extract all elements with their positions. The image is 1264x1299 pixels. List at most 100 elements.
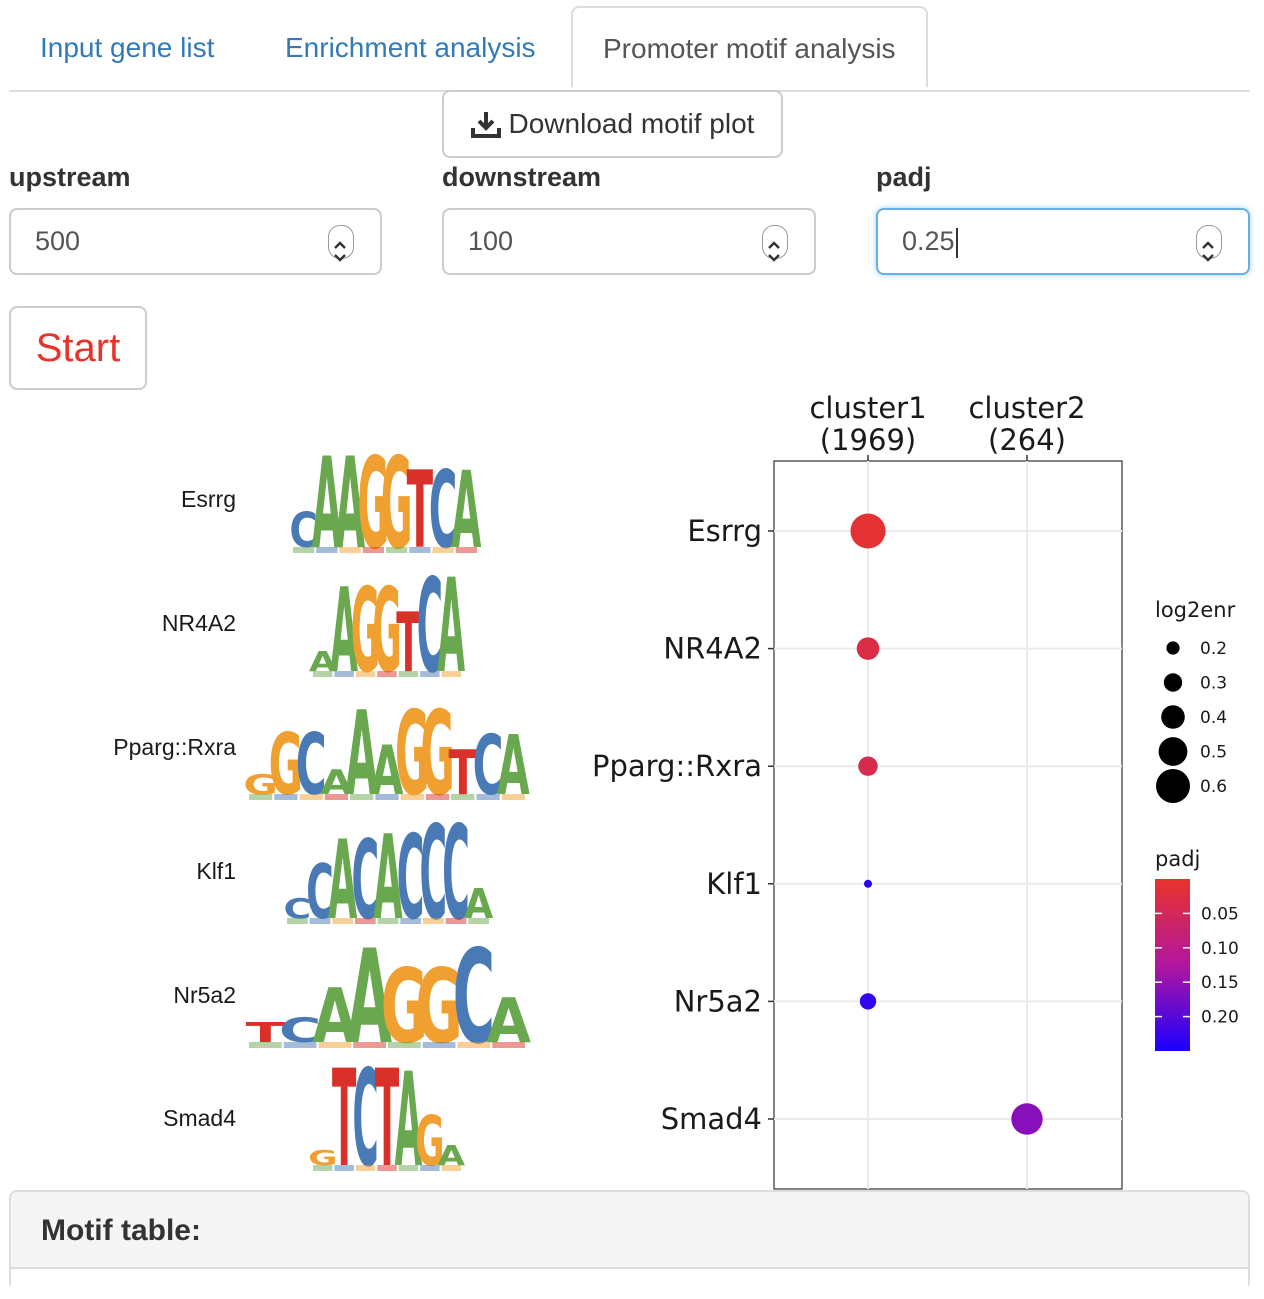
padj-stepper[interactable] [1196, 225, 1222, 262]
logo-letter: G [357, 431, 389, 577]
sequence-logos: CAAGGTCAAAGGTCAGGCAAAGGTCACCACACCCATCAAG… [243, 431, 531, 1198]
svg-text:C: C [352, 1042, 378, 1198]
logo-letter: A [451, 449, 481, 573]
logo-label-smad4: Smad4 [163, 1105, 236, 1131]
panel-body [11, 1267, 1248, 1299]
y-axis-label: Pparg::Rxra [592, 749, 762, 783]
tab-enrichment-analysis[interactable]: Enrichment analysis [285, 32, 536, 63]
logo-letter: C [453, 922, 496, 1073]
logo-letter: T [396, 595, 420, 691]
logo-label-nr5a2: Nr5a2 [173, 982, 236, 1008]
logo-label-klf1: Klf1 [196, 858, 236, 884]
y-axis-label: Klf1 [706, 867, 762, 901]
color-legend-label: 0.15 [1201, 973, 1239, 993]
downstream-input[interactable]: 100 [442, 208, 816, 275]
tab-input-gene-list[interactable]: Input gene list [40, 32, 215, 63]
logo-label-pparg-rxra: Pparg::Rxra [113, 734, 236, 760]
size-legend-label: 0.3 [1200, 674, 1227, 694]
size-legend-dot [1166, 641, 1180, 655]
data-point [1011, 1103, 1043, 1135]
logo-letter: G [395, 686, 430, 822]
logo-letter: G [372, 564, 401, 699]
upstream-stepper[interactable] [328, 225, 354, 262]
downstream-label: downstream [442, 162, 602, 192]
x-axis-sublabel: (264) [988, 423, 1066, 457]
upstream-value: 500 [35, 226, 81, 256]
logo-letter: A [345, 686, 378, 822]
logo-letter: A [437, 1141, 465, 1172]
color-legend-label: 0.05 [1201, 904, 1239, 924]
svg-text:T: T [375, 1042, 399, 1198]
logo-letter: A [497, 720, 530, 814]
logo-letter: G [351, 564, 380, 699]
logo-letter: A [330, 564, 358, 699]
data-point [850, 513, 886, 549]
upstream-label: upstream [9, 162, 131, 192]
logo-letter: C [283, 892, 311, 924]
plot-gridlines [774, 461, 1122, 1189]
logo-letter: G [243, 769, 278, 801]
data-point [856, 637, 880, 660]
stepper-arrows-icon [1202, 241, 1214, 262]
logo-letter: G [269, 716, 304, 815]
svg-text:T: T [332, 1042, 356, 1198]
x-axis-sublabel: (1969) [820, 423, 916, 457]
svg-text:A: A [437, 552, 465, 702]
y-axis-label: Smad4 [661, 1102, 762, 1136]
logo-letter: A [335, 431, 365, 577]
logo-letter: C [352, 1042, 378, 1198]
text-cursor [955, 227, 958, 258]
tab-bar: Input gene list Enrichment analysis Prom… [9, 6, 1250, 92]
size-legend-label: 0.2 [1200, 639, 1227, 659]
size-legend-label: 0.6 [1200, 777, 1227, 797]
svg-text:A: A [395, 1046, 423, 1196]
y-axis-label: Nr5a2 [674, 984, 762, 1018]
logo-letter: A [464, 881, 494, 929]
logo-letter: A [312, 431, 342, 577]
logo-label-esrrg: Esrrg [181, 486, 236, 512]
svg-text:G: G [308, 1146, 337, 1170]
color-legend-ticks: 0.05 0.10 0.15 0.20 [1155, 904, 1239, 1028]
x-axis-labels: cluster1(1969) cluster2(264) [809, 391, 1086, 461]
logo-letter: A [309, 647, 337, 678]
logo-letter: T [407, 449, 434, 573]
logo-letter: C [473, 720, 504, 814]
logo-letter: C [397, 812, 425, 946]
size-legend-title: log2enr [1155, 598, 1236, 622]
color-legend-label: 0.20 [1201, 1008, 1239, 1028]
y-axis-label: Esrrg [687, 514, 762, 548]
color-legend-title: padj [1155, 847, 1200, 871]
logo-letter: A [312, 973, 357, 1060]
logo-letter: C [279, 1011, 322, 1050]
logo-letter: C [306, 850, 334, 937]
padj-input[interactable]: 0.25 [876, 208, 1250, 275]
downstream-stepper[interactable] [762, 225, 788, 262]
data-points [850, 513, 1043, 1135]
logo-letter: C [296, 716, 327, 815]
size-legend-label: 0.5 [1200, 743, 1227, 763]
logo-letter: G [420, 686, 455, 822]
logo-letter: C [429, 449, 457, 573]
logo-letter: G [415, 947, 463, 1066]
padj-value: 0.25 [902, 226, 955, 256]
color-legend-label: 0.10 [1201, 939, 1239, 959]
logo-letter: A [320, 763, 353, 803]
x-axis-label: cluster1 [809, 391, 926, 425]
svg-text:C: C [417, 552, 443, 702]
plot-legend: log2enr 0.2 0.3 0.4 0.5 0.6 padj 0.05 0.10 0.1… [1155, 598, 1239, 1051]
logo-letter: A [347, 922, 392, 1073]
start-button[interactable]: Start [9, 306, 147, 390]
download-motif-plot-button[interactable]: Download motif plot [442, 90, 783, 158]
size-legend-dot [1156, 769, 1190, 803]
tab-promoter-motif-analysis[interactable]: Promoter motif analysis [571, 6, 928, 88]
color-legend-bar [1155, 879, 1190, 1051]
upstream-input[interactable]: 500 [9, 208, 382, 275]
logo-letter: A [371, 731, 404, 810]
logo-letter: T [246, 1017, 286, 1049]
stepper-arrows-icon [334, 241, 346, 262]
logo-letter: C [442, 797, 470, 949]
logo-letter: T [375, 1042, 399, 1198]
size-legend-dot [1161, 705, 1185, 729]
